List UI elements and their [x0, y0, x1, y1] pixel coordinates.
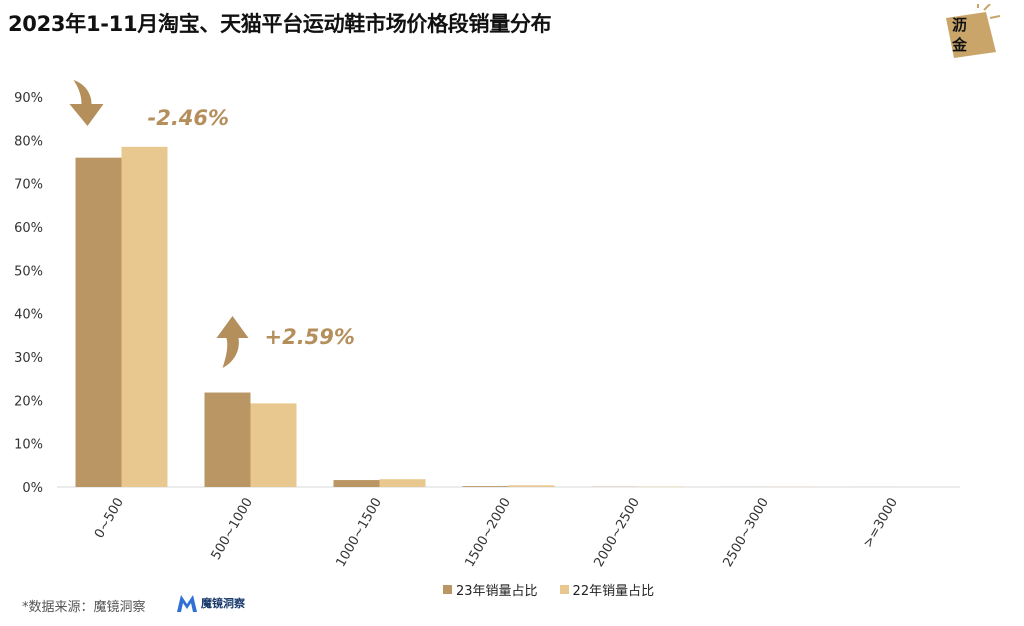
x-tick-label: 2000~2500	[591, 496, 643, 570]
x-tick-label: 1500~2000	[462, 496, 514, 570]
y-tick-label: 10%	[14, 438, 43, 453]
y-tick-label: 60%	[14, 221, 43, 236]
legend-item-23: 23年销量占比	[443, 580, 538, 599]
y-tick-label: 0%	[22, 481, 43, 496]
data-source-note: *数据来源：魔镜洞察	[22, 600, 146, 615]
bar-23	[333, 480, 380, 487]
chart-title: 2023年1-11月淘宝、天猫平台运动鞋市场价格段销量分布	[8, 12, 552, 36]
y-tick-label: 20%	[14, 394, 43, 409]
lijin-logo: 沥 金	[946, 4, 1001, 58]
y-tick-label: 90%	[14, 91, 43, 106]
logo-shape	[946, 12, 996, 58]
legend-swatch-22	[559, 585, 569, 594]
annotation-label: +2.59%	[265, 325, 355, 349]
legend-swatch-23	[443, 585, 452, 594]
mojing-logo-icon	[177, 595, 197, 612]
logo-text-bottom: 金	[951, 36, 968, 54]
x-tick-label: 0~500	[92, 496, 127, 542]
y-tick-label: 40%	[14, 308, 43, 323]
legend-label-22: 22年销量占比	[572, 584, 655, 599]
bar-22	[508, 485, 555, 487]
bar-23	[462, 486, 509, 487]
y-tick-label: 80%	[14, 134, 43, 149]
source-brand: 魔镜洞察	[176, 593, 245, 613]
legend-item-22: 22年销量占比	[559, 580, 655, 599]
source-brand-label: 魔镜洞察	[201, 597, 245, 610]
bar-23	[75, 157, 122, 487]
bar-22	[121, 146, 168, 488]
legend-label-23: 23年销量占比	[456, 584, 538, 599]
chart-legend: 23年销量占比 22年销量占比	[443, 580, 654, 599]
bar-23	[204, 392, 251, 487]
bar-chart: 0% 10% 20% 30% 40% 50% 60% 70% 80% 90% 0~500 500~10…	[14, 80, 960, 570]
y-tick-label: 50%	[14, 264, 43, 279]
bar-22	[250, 403, 297, 487]
arrow-up-icon	[216, 316, 249, 368]
x-tick-label: 500~1000	[209, 496, 256, 563]
annotation-label: -2.46%	[148, 106, 230, 130]
x-tick-label: 2500~3000	[720, 496, 772, 570]
x-tick-label: >=3000	[861, 496, 901, 551]
logo-text-top: 沥	[952, 16, 967, 34]
arrow-down-icon	[69, 80, 104, 126]
y-tick-label: 30%	[14, 351, 43, 366]
y-tick-label: 70%	[14, 178, 43, 193]
x-tick-label: 1000~1500	[333, 496, 385, 570]
bar-22	[379, 479, 426, 487]
